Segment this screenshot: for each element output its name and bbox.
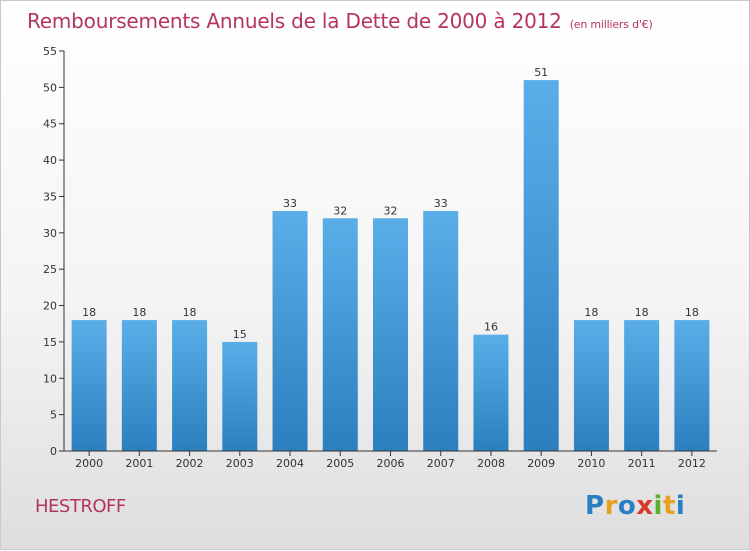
bar xyxy=(423,211,459,451)
bar xyxy=(373,218,408,451)
bar-value-label: 18 xyxy=(132,306,146,319)
x-tick-label: 2004 xyxy=(276,457,304,470)
x-tick-label: 2007 xyxy=(427,457,455,470)
bar-value-label: 18 xyxy=(584,306,598,319)
bar-value-label: 15 xyxy=(233,328,247,341)
logo-letter: P xyxy=(585,491,605,521)
bar-value-label: 16 xyxy=(484,321,498,334)
y-tick-label: 25 xyxy=(43,263,57,276)
proxiti-logo: Proxiti xyxy=(585,491,685,521)
x-tick-label: 2003 xyxy=(226,457,254,470)
x-tick-label: 2005 xyxy=(326,457,354,470)
y-tick-label: 10 xyxy=(43,372,57,385)
logo-letter: i xyxy=(675,491,686,521)
bar xyxy=(473,334,509,451)
x-tick-label: 2008 xyxy=(477,457,505,470)
y-tick-label: 5 xyxy=(50,409,57,422)
bar xyxy=(272,211,308,451)
y-tick-label: 45 xyxy=(43,118,57,131)
chart-subtitle: (en milliers d'€) xyxy=(569,18,653,31)
x-tick-label: 2001 xyxy=(125,457,153,470)
y-tick-label: 35 xyxy=(43,190,57,203)
bar xyxy=(172,320,208,451)
bar xyxy=(322,218,358,451)
bar-value-label: 32 xyxy=(384,204,398,217)
logo-letter: x xyxy=(636,491,654,521)
bar-value-label: 18 xyxy=(635,306,649,319)
y-tick-label: 15 xyxy=(43,336,57,349)
bar-value-label: 18 xyxy=(685,306,699,319)
x-tick-label: 2009 xyxy=(527,457,555,470)
bar-value-label: 18 xyxy=(183,306,197,319)
bar-value-label: 33 xyxy=(283,197,297,210)
x-tick-label: 2011 xyxy=(628,457,656,470)
bar-value-label: 32 xyxy=(333,204,347,217)
bar xyxy=(573,320,609,451)
logo-letter: o xyxy=(617,491,637,521)
logo-letter: t xyxy=(662,491,676,521)
bar xyxy=(121,320,157,451)
x-tick-label: 2000 xyxy=(75,457,103,470)
logo-letter: i xyxy=(653,491,663,521)
bar-value-label: 51 xyxy=(534,66,548,79)
bar xyxy=(71,320,107,451)
bar-value-label: 33 xyxy=(434,197,448,210)
y-tick-label: 30 xyxy=(43,227,57,240)
bars-group: 18 18 18 15 33 32 32 33 16 51 18 18 18 xyxy=(71,66,710,451)
axes-group: 0 5 10 15 20 25 30 35 40 45 50 55 2000 2001 2002 2003 20… xyxy=(43,45,717,470)
x-tick-label: 2006 xyxy=(377,457,405,470)
x-tick-label: 2010 xyxy=(577,457,605,470)
commune-name: HESTROFF xyxy=(35,496,126,517)
y-tick-label: 40 xyxy=(43,154,57,167)
chart-title: Remboursements Annuels de la Dette de 20… xyxy=(27,9,653,33)
y-tick-label: 50 xyxy=(43,81,57,94)
bar xyxy=(624,320,660,451)
bar xyxy=(674,320,710,451)
bar xyxy=(523,80,559,451)
y-tick-label: 0 xyxy=(50,445,57,458)
bar-value-label: 18 xyxy=(82,306,96,319)
x-tick-label: 2002 xyxy=(176,457,204,470)
chart-title-text: Remboursements Annuels de la Dette de 20… xyxy=(27,9,562,33)
bar xyxy=(222,341,258,451)
y-tick-label: 55 xyxy=(43,45,57,58)
logo-letter: r xyxy=(604,491,618,521)
x-tick-label: 2012 xyxy=(678,457,706,470)
y-tick-label: 20 xyxy=(43,300,57,313)
